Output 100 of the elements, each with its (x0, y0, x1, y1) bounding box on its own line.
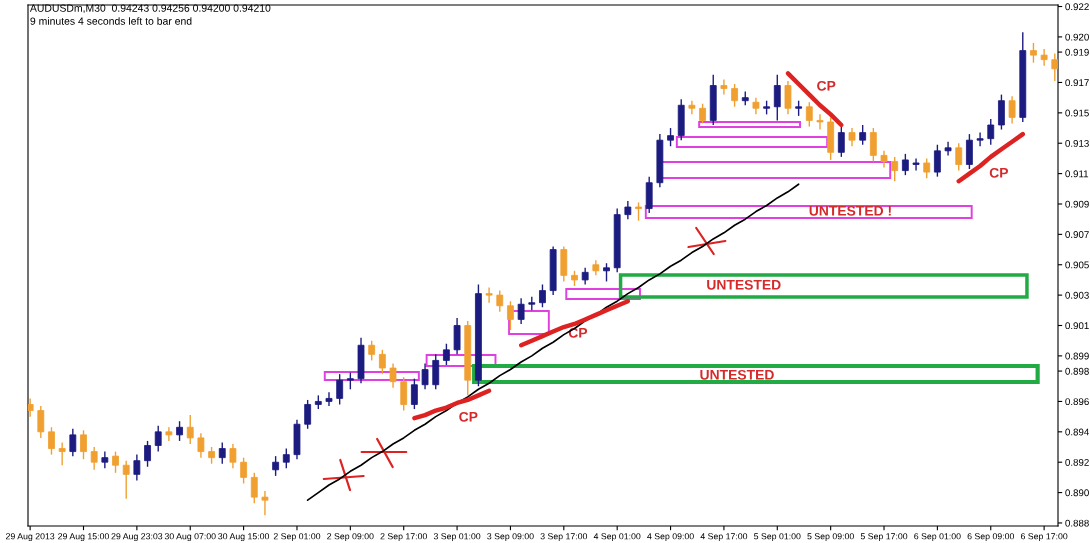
y-tick-label: 0.907 (1065, 231, 1089, 238)
candlestick (624, 200, 632, 220)
candlestick (1030, 42, 1037, 64)
y-tick-label: 0.896 (1065, 398, 1089, 406)
x-tick-label: 4 Sep 09:00 (647, 533, 694, 542)
x-tick-label: 29 Aug 23:03 (111, 533, 163, 542)
x-tick-label: 5 Sep 09:00 (807, 533, 854, 542)
candlestick (976, 131, 984, 147)
candlestick (773, 74, 781, 122)
x-tick-label: 5 Sep 01:00 (754, 533, 801, 542)
candlestick (933, 144, 941, 178)
line-series (306, 183, 800, 502)
candlestick (891, 156, 899, 182)
line-series (956, 131, 1025, 184)
candlestick (218, 441, 226, 465)
candlestick (699, 103, 706, 125)
candlestick (90, 446, 98, 471)
annotation: CP (989, 167, 1009, 178)
candlestick (667, 127, 674, 147)
candlestick (272, 455, 280, 477)
annotation: CP (817, 80, 836, 91)
candlestick (69, 428, 77, 457)
x-tick-label: 4 Sep 01:00 (593, 533, 641, 542)
candlestick (688, 99, 696, 116)
candlestick (154, 425, 162, 453)
annotation: UNTESTED ! (809, 205, 891, 216)
candlestick (133, 453, 141, 482)
y-tick-label: 0.892 (1065, 458, 1089, 466)
candlestick (410, 377, 418, 410)
candlestick (48, 426, 55, 456)
x-tick-label: 4 Sep 17:00 (700, 533, 748, 542)
candlestick (987, 118, 995, 146)
x-tick-label: 2 Sep 09:00 (327, 533, 374, 542)
candlestick (720, 78, 728, 96)
y-tick-label: 0.920 (1065, 33, 1089, 41)
candlestick (186, 414, 194, 445)
candlestick (869, 127, 877, 163)
y-tick-label: 0.903 (1065, 291, 1089, 299)
candlestick (144, 440, 151, 468)
candlestick (1040, 48, 1048, 67)
x-tick-label: 30 Aug 07:00 (164, 533, 216, 542)
candlestick (859, 124, 867, 146)
line-series (412, 388, 492, 421)
y-tick-label: 0.917 (1065, 79, 1089, 87)
candlestick (80, 429, 87, 460)
y-tick-label: 0.890 (1065, 489, 1089, 497)
candlestick (517, 297, 525, 325)
candlestick (122, 459, 130, 500)
candlestick (400, 376, 408, 412)
candlestick (368, 339, 376, 362)
candlestick (603, 262, 610, 283)
candlestick (1008, 95, 1016, 125)
candlestick (336, 373, 344, 406)
annotation: UNTESTED (700, 369, 774, 380)
candlestick (421, 362, 429, 390)
y-tick-label: 0.913 (1065, 139, 1089, 147)
candlestick (325, 391, 333, 407)
x-tick-label: 3 Sep 01:00 (433, 533, 481, 542)
y-tick-label: 0.905 (1065, 261, 1089, 269)
candlestick (443, 343, 450, 366)
candlestick (912, 157, 920, 172)
candlestick (507, 300, 514, 331)
candlestick (304, 399, 312, 430)
candlestick (944, 141, 952, 157)
candlestick (112, 450, 119, 474)
annotation: AUDUSDm,M30 0.94243 0.94256 0.94200 0.94210 (29, 4, 271, 14)
candlestick (485, 286, 493, 304)
candlestick (539, 283, 546, 308)
x-tick-label: 29 Aug 2013 (6, 533, 55, 542)
candlestick (784, 80, 792, 116)
candlestick (635, 201, 642, 222)
x-tick-label: 6 Sep 01:00 (914, 533, 961, 542)
candlestick (250, 472, 258, 504)
x-tick-label: 2 Sep 01:00 (273, 533, 321, 542)
annotation: UNTESTED (707, 279, 781, 290)
y-tick-label: 0.915 (1065, 109, 1089, 117)
line-series (785, 71, 844, 128)
candlestick (197, 432, 205, 459)
candlestick (731, 83, 738, 108)
candlestick (901, 153, 909, 176)
candlestick (805, 101, 813, 128)
x-tick-label: 6 Sep 17:00 (1020, 533, 1068, 542)
x-tick-label: 3 Sep 17:00 (540, 533, 588, 542)
annotation: CP (568, 327, 588, 338)
x-tick-label: 6 Sep 09:00 (967, 533, 1015, 542)
candlestick (378, 349, 386, 375)
candlestick (282, 447, 290, 469)
candlestick (955, 142, 963, 172)
y-tick-label: 0.894 (1065, 428, 1089, 436)
annotation: CP (459, 411, 478, 422)
x-tick-label: 2 Sep 17:00 (380, 533, 427, 542)
y-tick-label: 0.898 (1065, 367, 1089, 375)
candlestick (837, 125, 845, 158)
candlestick (28, 397, 34, 418)
y-tick-label: 0.899 (1065, 352, 1089, 360)
x-tick-label: 30 Aug 15:00 (218, 533, 270, 542)
candlestick (816, 113, 824, 131)
y-tick-label: 0.922 (1065, 3, 1089, 11)
y-tick-label: 0.919 (1065, 48, 1089, 56)
candlestick (229, 443, 237, 469)
